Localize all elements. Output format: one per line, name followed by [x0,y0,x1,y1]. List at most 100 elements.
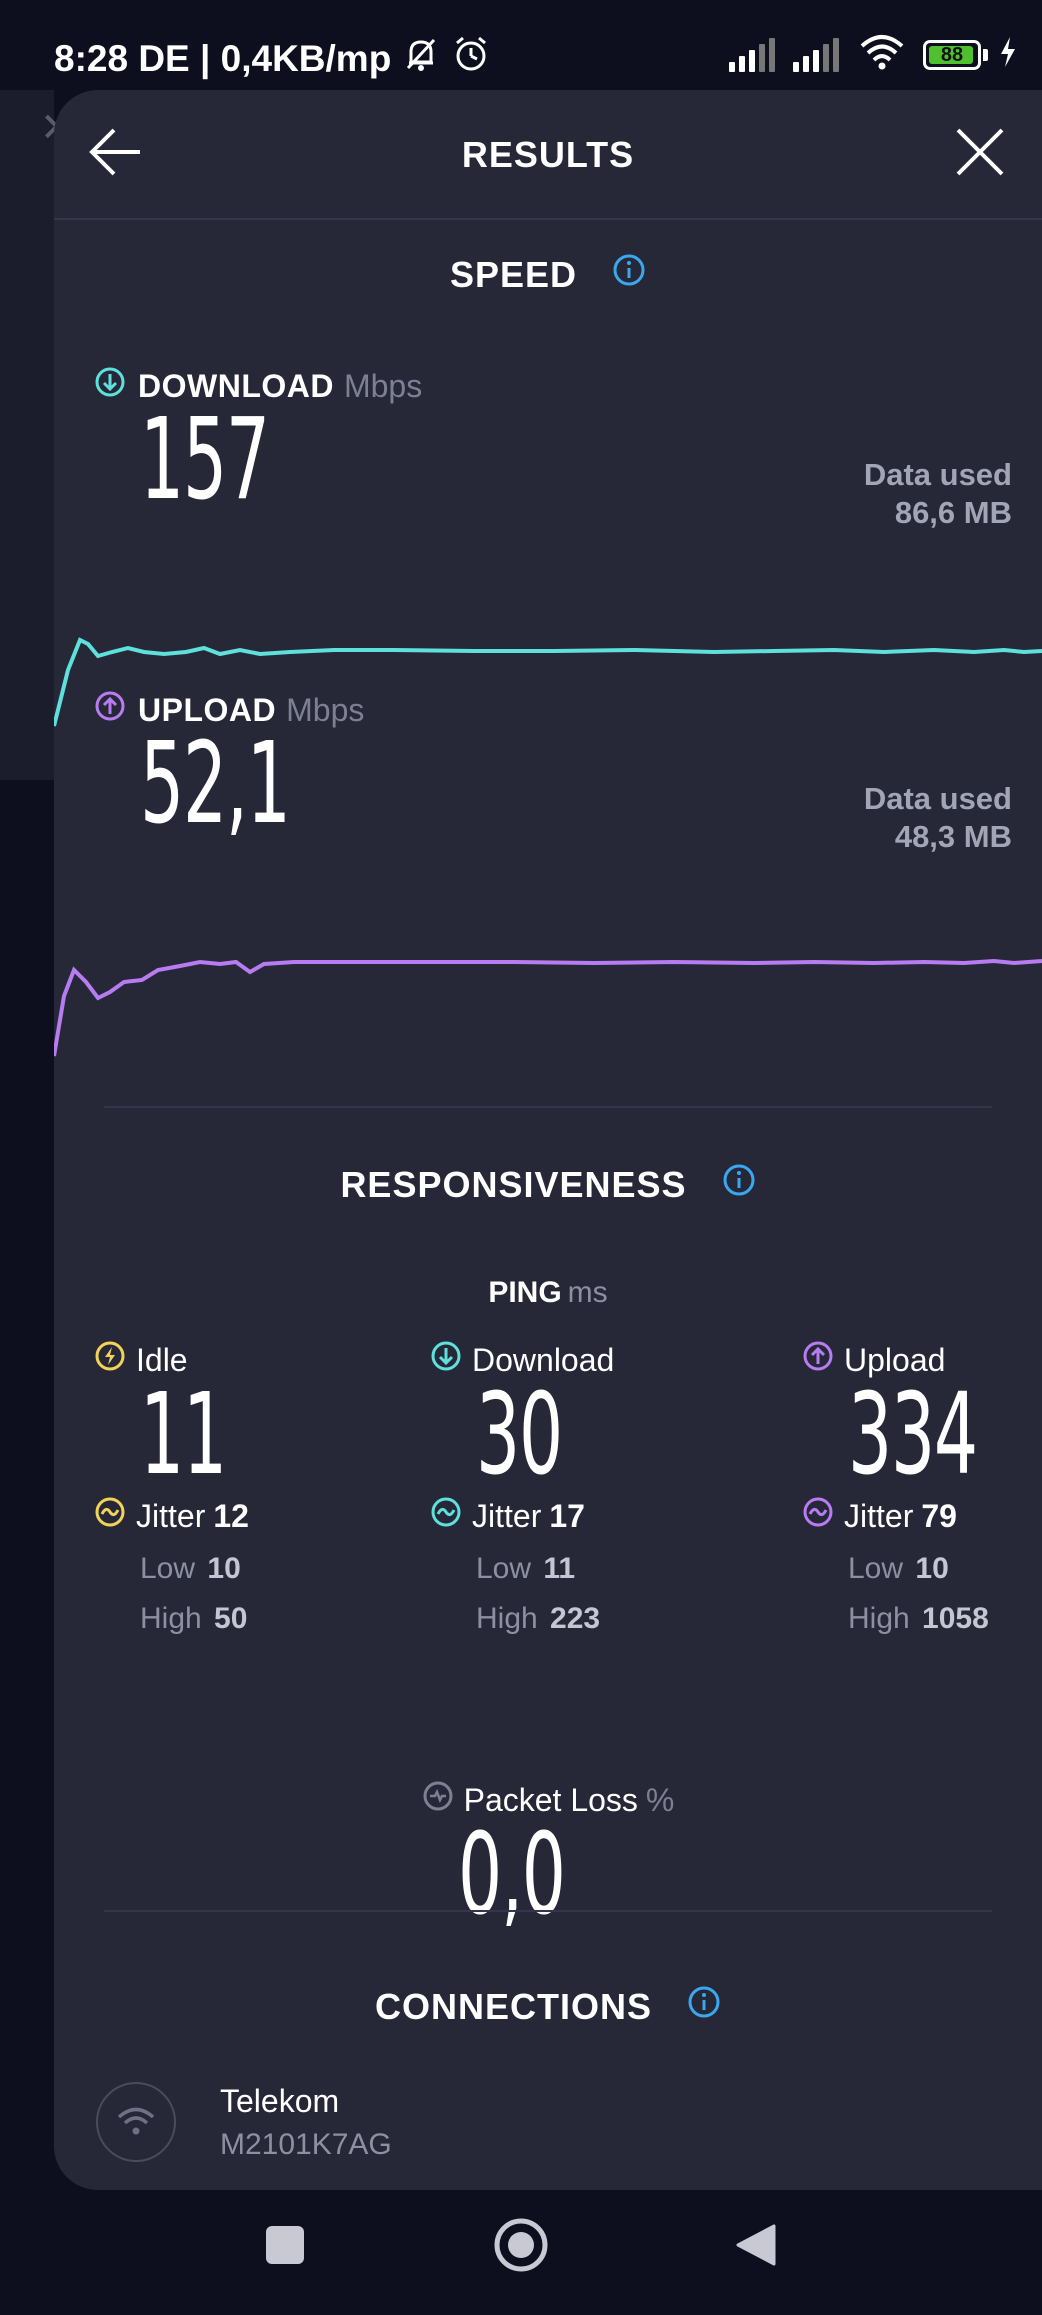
idle-label: Idle [136,1341,188,1378]
idle-low-label: Low [140,1552,196,1585]
connection-provider: Telekom [220,2082,340,2119]
upload-data-used-label: Data used [863,781,1012,816]
ping-download-jitter-value: 17 [549,1497,585,1534]
battery-icon: 88 [923,39,981,70]
idle-header: Idle [94,1340,249,1380]
packet-loss-label: Packet Loss [463,1781,638,1818]
upload-unit: Mbps [286,691,365,728]
idle-jitter: Jitter 12 [94,1496,249,1536]
ping-upload-jitter-value: 79 [921,1497,957,1534]
ping-download-low-value: 11 [543,1552,576,1585]
wifi-icon [859,34,905,75]
signal-2-icon [793,37,843,72]
download-speed-graph [54,637,1042,727]
ping-upload-high: High 1058 [848,1602,989,1636]
back-button[interactable] [84,120,148,184]
idle-jitter-icon [94,1496,126,1536]
battery-level: 88 [940,43,964,66]
download-label-row: DOWNLOAD Mbps [94,366,422,406]
idle-value-box: 11 [94,1379,249,1491]
download-label: DOWNLOAD [138,367,334,404]
results-sheet: RESULTS SPEED DOWNLOAD Mbps 157 Data use… [54,90,1042,2190]
idle-high-label: High [140,1602,202,1635]
download-arrow-icon [94,366,126,406]
upload-label-row: UPLOAD Mbps [94,690,364,730]
packet-loss-value: 0,0 [458,1810,566,1940]
ping-upload-high-value: 1058 [922,1602,989,1635]
idle-bolt-icon [94,1340,126,1380]
connection-device: M2101K7AG [220,2127,392,2161]
responsiveness-info-icon[interactable] [722,1163,756,1206]
navigation-bar [0,2190,1042,2315]
ping-upload-jitter-icon [802,1496,834,1536]
upload-label: UPLOAD [138,691,277,728]
connections-title-text: CONNECTIONS [374,1986,652,2027]
ping-upload-arrow-icon [802,1340,834,1380]
charging-icon [998,35,1018,74]
ping-download-high-value: 223 [550,1602,601,1635]
ping-download-label: Download [472,1341,615,1378]
ping-upload-high-label: High [848,1602,910,1635]
connection-item[interactable]: Telekom M2101K7AG [96,2082,392,2162]
ping-download-header: Download [430,1340,614,1380]
upload-arrow-icon [94,690,126,730]
connections-info-icon[interactable] [687,1985,721,2028]
idle-jitter-value: 12 [213,1497,249,1534]
ping-download-low-label: Low [476,1552,532,1585]
idle-high: High 50 [140,1602,249,1636]
ping-upload-jitter-label: Jitter [844,1497,914,1534]
connections-section-title: CONNECTIONS [54,1986,1042,2028]
signal-1-icon [729,37,779,72]
back-nav-button[interactable] [734,2222,778,2273]
responsiveness-section-title: RESPONSIVENESS [54,1164,1042,1206]
packet-loss-label-row: Packet Loss % [54,1780,1042,1820]
download-unit: Mbps [343,367,423,404]
ping-upload-header: Upload [802,1340,989,1380]
ping-upload-column: Upload 334 Jitter 79 Low 10 High 1058 [802,1340,989,1636]
ping-upload-low: Low 10 [848,1552,989,1586]
packet-loss-unit: % [645,1781,675,1818]
download-data-used: Data used 86,6 MB [864,456,1012,532]
idle-low-value: 10 [207,1552,241,1585]
upload-data-used-value: 48,3 MB [894,819,1012,854]
ping-upload-jitter: Jitter 79 [802,1496,989,1536]
idle-low: Low 10 [140,1552,249,1586]
ping-upload-low-value: 10 [915,1552,949,1585]
section-divider-1 [104,1106,992,1108]
alarm-icon [451,34,491,83]
ping-download-column: Download 30 Jitter 17 Low 11 High 223 [430,1340,614,1636]
ping-upload-value: 334 [848,1370,978,1500]
speed-info-icon[interactable] [612,253,646,296]
ping-download-high: High 223 [476,1602,614,1636]
status-left: 8:28 DE | 0,4KB/mp [54,34,491,83]
ping-download-low: Low 11 [476,1552,614,1586]
download-data-used-value: 86,6 MB [894,495,1012,530]
ping-unit: ms [567,1276,608,1309]
packet-loss-icon [422,1780,454,1820]
download-value: 157 [140,395,270,525]
ping-idle-column: Idle 11 Jitter 12 Low 10 High 50 [94,1340,249,1636]
responsiveness-title-text: RESPONSIVENESS [340,1164,687,1205]
close-icon [956,128,1004,176]
upload-speed-graph [54,958,1042,1057]
connection-text: Telekom M2101K7AG [220,2083,392,2162]
square-icon [266,2226,304,2264]
ping-download-value: 30 [476,1370,563,1500]
ping-title: PING ms [54,1276,1042,1310]
connection-wifi-icon [96,2082,176,2162]
ping-download-value-box: 30 [430,1370,614,1500]
ping-upload-label: Upload [844,1341,946,1378]
close-button[interactable] [948,120,1012,184]
home-button[interactable] [492,2216,550,2279]
upload-value: 52,1 [140,719,291,849]
upload-data-used: Data used 48,3 MB [864,780,1012,856]
idle-jitter-label: Jitter [136,1497,206,1534]
ping-download-jitter-icon [430,1496,462,1536]
background-app-panel [0,90,54,780]
ping-download-arrow-icon [430,1340,462,1380]
page-title: RESULTS [461,134,635,175]
bell-muted-icon [401,34,441,83]
recents-button[interactable] [262,2222,308,2273]
speed-section-title: SPEED [54,254,1042,296]
arrow-left-icon [89,128,140,176]
